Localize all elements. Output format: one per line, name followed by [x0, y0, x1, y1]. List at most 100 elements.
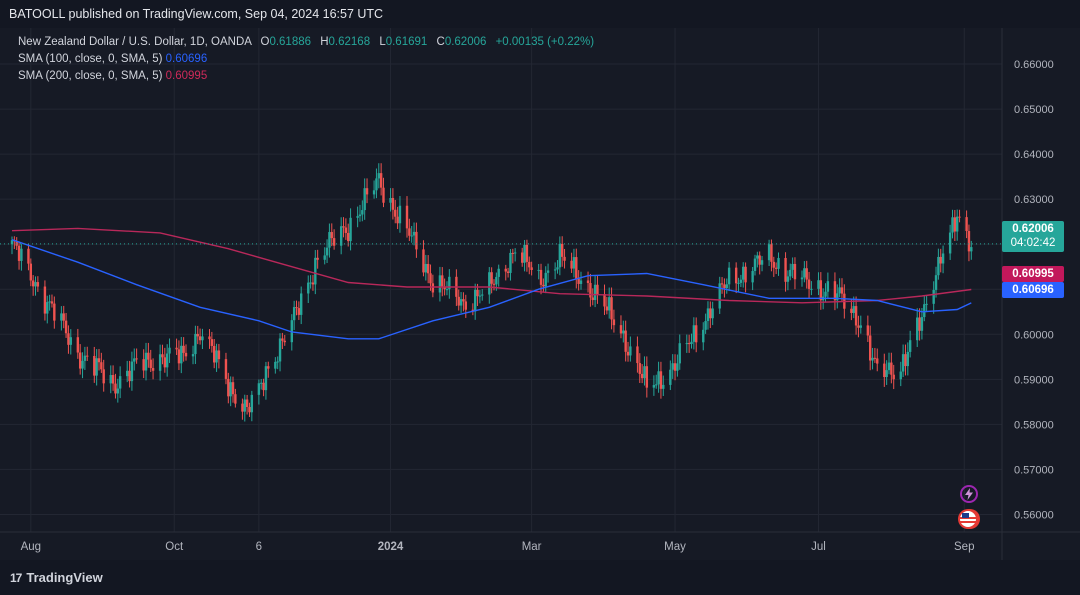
- candle-body: [953, 217, 957, 232]
- candle-body: [854, 306, 858, 326]
- candle-body: [429, 273, 432, 284]
- candle-body: [744, 266, 747, 283]
- candle-body: [643, 366, 646, 379]
- candle-body: [695, 325, 698, 343]
- candle-body: [175, 347, 178, 350]
- candle-body: [163, 357, 167, 368]
- candle-body: [923, 304, 926, 318]
- candle-body: [161, 354, 164, 358]
- candle-body: [560, 243, 564, 257]
- candle-body: [826, 281, 830, 292]
- candle-body: [871, 357, 874, 361]
- candle-body: [488, 272, 491, 295]
- brand-name: TradingView: [26, 570, 103, 585]
- y-tick-label: 0.59000: [1014, 374, 1054, 386]
- candle-body: [300, 293, 303, 315]
- tradingview-brand[interactable]: 17 TradingView: [10, 570, 103, 585]
- candle-body: [718, 283, 721, 309]
- legend-symbol-row[interactable]: New Zealand Dollar / U.S. Dollar, 1D, OA…: [18, 34, 594, 51]
- candle-body: [297, 308, 301, 315]
- candle-body: [64, 320, 68, 334]
- candle-body: [777, 257, 780, 269]
- chart-area[interactable]: 0.660000.650000.640000.630000.620000.610…: [0, 28, 1080, 560]
- candle-body: [803, 268, 806, 278]
- candle-body: [876, 358, 879, 364]
- candle-body: [114, 383, 117, 394]
- candle-body: [391, 197, 395, 210]
- candle-body: [97, 358, 101, 363]
- high-label: H: [320, 36, 329, 48]
- sma100-label: SMA (100, close, 0, SMA, 5): [18, 53, 163, 65]
- y-tick-label: 0.56000: [1014, 509, 1054, 521]
- candle-body: [347, 232, 350, 242]
- candle-body: [224, 359, 228, 379]
- candle-body: [622, 330, 625, 334]
- us-flag-event-icon[interactable]: [958, 509, 980, 529]
- candle-body: [934, 275, 938, 290]
- candle-body: [339, 226, 343, 246]
- candle-body: [577, 278, 580, 284]
- candle-body: [398, 205, 402, 224]
- candle-body: [612, 319, 616, 326]
- candle-body: [31, 280, 35, 287]
- candle-body: [767, 244, 771, 261]
- candle-body: [363, 188, 366, 211]
- candle-body: [970, 247, 973, 252]
- candle-body: [60, 313, 63, 321]
- candle-body: [412, 231, 416, 236]
- candle-body: [213, 345, 216, 363]
- candle-body: [283, 340, 286, 343]
- candle-body: [706, 308, 710, 322]
- candle-body: [111, 375, 115, 384]
- candle-body: [589, 282, 592, 298]
- candle-body: [511, 252, 515, 254]
- candle-body: [678, 343, 681, 364]
- candle-body: [78, 352, 82, 369]
- legend-sma200-row[interactable]: SMA (200, close, 0, SMA, 5) 0.60995: [18, 68, 594, 85]
- legend-sma100-row[interactable]: SMA (100, close, 0, SMA, 5) 0.60696: [18, 51, 594, 68]
- candle-body: [358, 214, 362, 217]
- candle-body: [196, 333, 199, 337]
- candle-body: [840, 287, 844, 294]
- sma200-price-tag: 0.60995: [1002, 266, 1064, 282]
- candle-body: [563, 256, 566, 261]
- candle-body: [676, 363, 679, 371]
- last-price-value: 0.62006: [1012, 223, 1054, 235]
- candle-body: [177, 349, 181, 364]
- candle-body: [546, 270, 550, 273]
- candle-body: [506, 271, 510, 273]
- candle-body: [772, 261, 775, 268]
- candle-body: [852, 306, 855, 313]
- candle-body: [201, 336, 204, 341]
- countdown-value: 04:02:42: [1010, 237, 1056, 249]
- candle-body: [372, 190, 376, 195]
- candle-body: [100, 362, 103, 370]
- price-chart[interactable]: 0.660000.650000.640000.630000.620000.610…: [0, 28, 1080, 560]
- candle-body: [481, 294, 484, 296]
- close-value: 0.62006: [444, 36, 487, 48]
- candle-body: [276, 361, 279, 363]
- x-tick-label: Oct: [165, 541, 184, 553]
- candle-body: [652, 385, 656, 388]
- candle-body: [382, 187, 385, 203]
- candle-body: [965, 217, 968, 232]
- candle-body: [396, 216, 399, 224]
- candle-body: [967, 231, 971, 252]
- candle-body: [20, 248, 23, 261]
- candle-body: [344, 227, 348, 233]
- footer: 17 TradingView: [0, 560, 1080, 595]
- candle-body: [389, 197, 392, 203]
- candle-body: [629, 346, 632, 356]
- candle-body: [951, 217, 954, 233]
- lightning-event-icon[interactable]: [960, 485, 978, 503]
- candle-body: [509, 252, 512, 273]
- candle-body: [528, 261, 531, 268]
- candle-body: [448, 276, 451, 290]
- candle-body: [332, 238, 336, 246]
- candle-body: [441, 275, 444, 287]
- candle-body: [126, 370, 129, 377]
- candle-body: [50, 301, 54, 304]
- candle-body: [659, 371, 663, 389]
- candle-body: [227, 378, 230, 397]
- candle-body: [81, 360, 84, 369]
